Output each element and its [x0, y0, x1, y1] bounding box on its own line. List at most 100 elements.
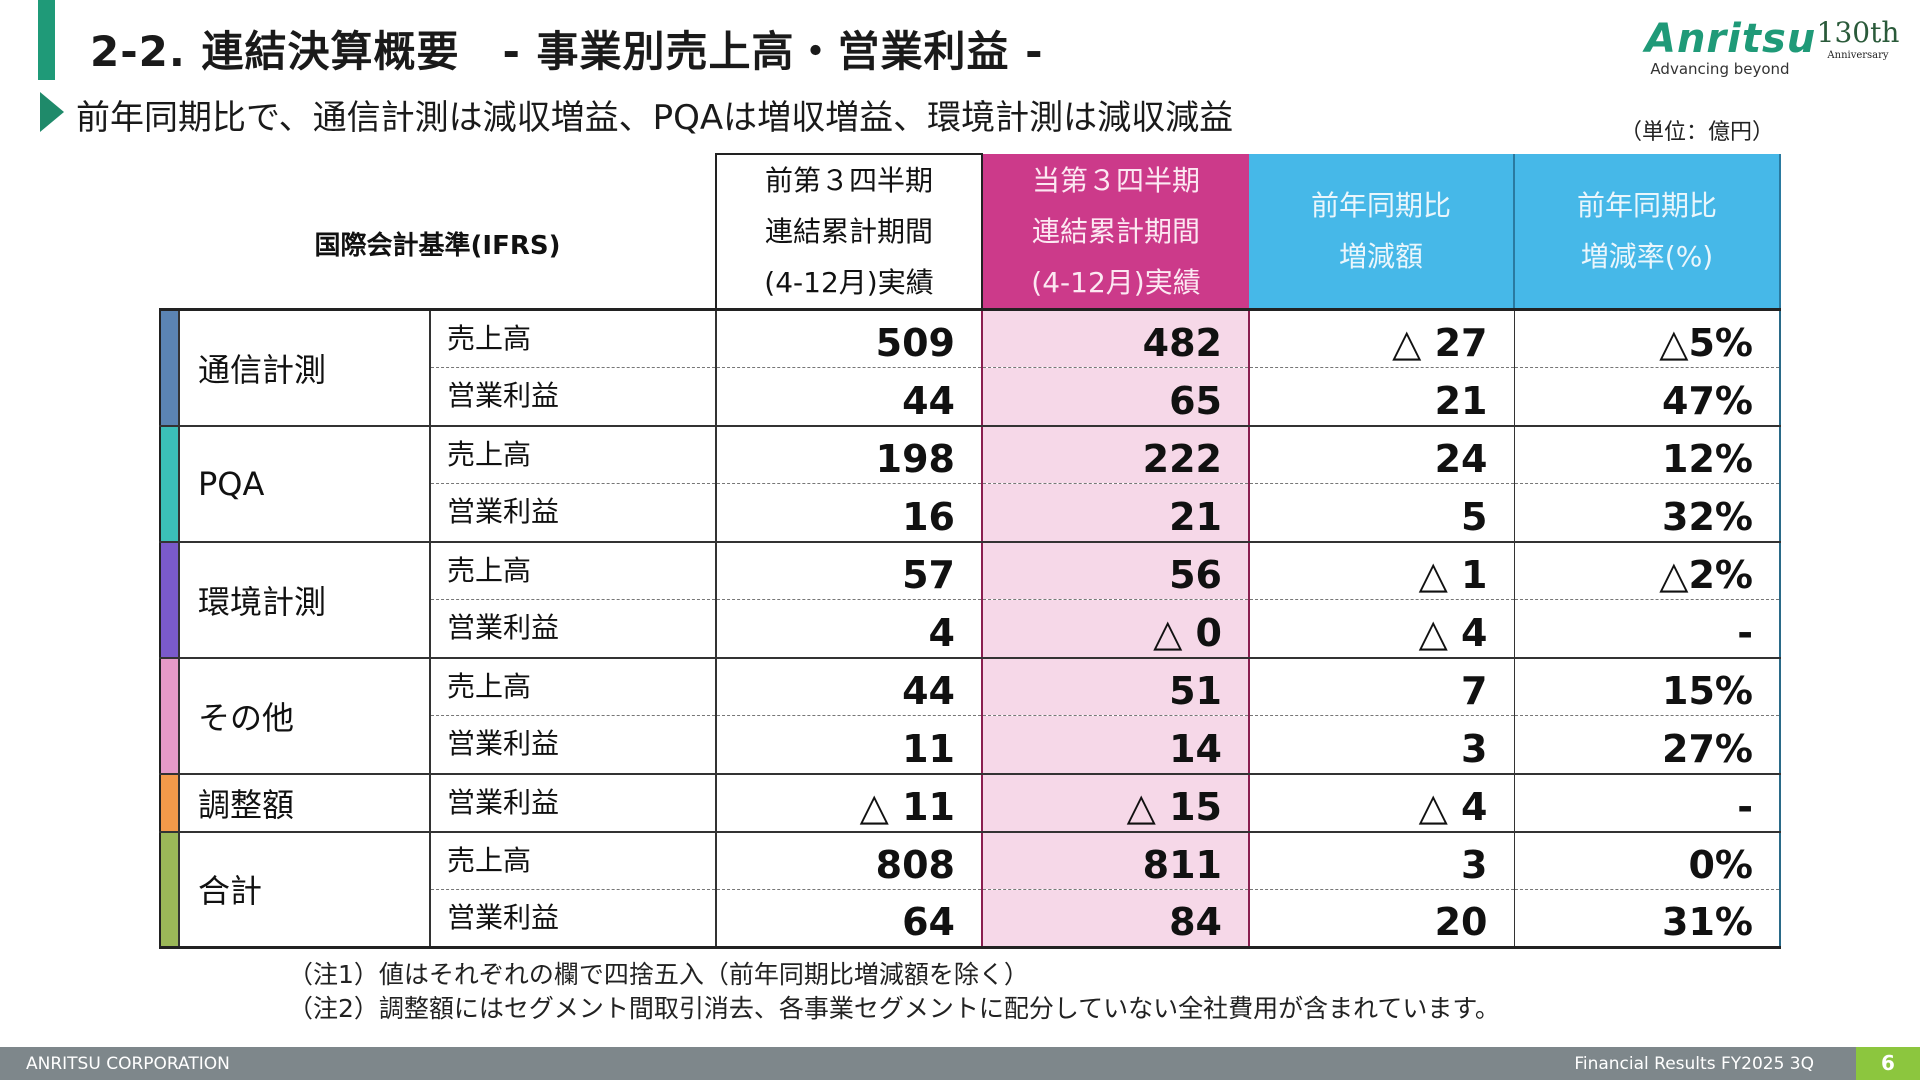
- segment-name: その他: [178, 657, 431, 775]
- cell-rate-value: △2%: [1514, 541, 1781, 600]
- col-header-rate: 前年同期比増減率(%): [1514, 154, 1781, 311]
- cell-rate-value: △5%: [1514, 309, 1781, 368]
- table-row: 合計 売上高 808 811 3 0%: [159, 831, 1781, 949]
- cell-current-value: 56: [981, 541, 1250, 600]
- segment-name: 合計: [178, 831, 431, 949]
- col-header-line: (4-12月)実績: [1031, 265, 1201, 299]
- cell-diff-value: △ 4: [1249, 773, 1515, 833]
- cell-diff-value: 5: [1249, 483, 1515, 543]
- table-row: その他 売上高 44 51 7 15%: [159, 657, 1781, 775]
- col-header-line: 当第３四半期: [1031, 163, 1200, 197]
- cell-rate-value: 15%: [1514, 657, 1781, 716]
- table-row: 営業利益 4 △ 0 △ 4-: [160, 599, 1781, 659]
- col-header-line: 増減率(%): [1580, 240, 1714, 273]
- cell-current-value: 65: [981, 367, 1250, 427]
- row-item-label: 売上高: [430, 309, 717, 368]
- note-2: （注2）調整額にはセグメント間取引消去、各事業セグメントに配分していない全社費用…: [288, 994, 1500, 1023]
- table-row: 通信計測 売上高 509 482 △ 27 △5%: [159, 309, 1781, 427]
- table-body: 通信計測 売上高 509 482 △ 27 △5% 営業利益 44 65 21 47% PQA 売上高 1…: [159, 309, 1781, 949]
- title-accent-bar: [38, 0, 55, 80]
- row-item-label: 売上高: [430, 657, 717, 716]
- table-row: 営業利益 44 65 21 47%: [160, 367, 1781, 427]
- cell-current-value: 14: [981, 715, 1250, 775]
- cell-current-value: 51: [981, 657, 1250, 716]
- row-item-label: 営業利益: [430, 483, 717, 543]
- cell-rate-value: 31%: [1514, 889, 1781, 949]
- cell-diff-value: 3: [1249, 831, 1515, 890]
- cell-diff-value: 21: [1249, 367, 1515, 427]
- cell-diff-value: △ 4: [1249, 599, 1515, 659]
- row-item-label: 営業利益: [430, 773, 717, 833]
- row-item-label: 営業利益: [430, 889, 717, 949]
- table-row: 営業利益 11 14 3 27%: [160, 715, 1781, 775]
- row-item-label: 営業利益: [430, 599, 717, 659]
- cell-rate-value: 27%: [1514, 715, 1781, 775]
- row-item-label: 売上高: [430, 831, 717, 890]
- col-header-prev: 前第３四半期 連結累計期間 (4-12月)実績: [715, 153, 983, 311]
- cell-current-value: 222: [981, 425, 1250, 484]
- cell-rate-value: 32%: [1514, 483, 1781, 543]
- col-header-line: 前第３四半期: [764, 164, 933, 197]
- col-header-line: 連結累計期間: [1031, 214, 1200, 248]
- col-header-line: 前年同期比: [1576, 189, 1717, 222]
- note-1: （注1）値はそれぞれの欄で四捨五入（前年同期比増減額を除く）: [288, 960, 1029, 989]
- page-subtitle: 前年同期比で、通信計測は減収増益、PQAは増収増益、環境計測は減収減益: [76, 98, 1234, 138]
- cell-current-value: 84: [981, 889, 1250, 949]
- col-header-line: (4-12月)実績: [764, 266, 934, 299]
- segment-name: 通信計測: [178, 309, 431, 427]
- cell-prev-value: 198: [716, 425, 983, 484]
- cell-diff-value: 7: [1249, 657, 1515, 716]
- segment-color-stripe: [159, 831, 179, 949]
- table-row: 環境計測 売上高 57 56 △ 1 △2%: [159, 541, 1781, 659]
- row-item-label: 売上高: [430, 425, 717, 484]
- logo-tagline: Advancing beyond: [1650, 60, 1790, 78]
- cell-current-value: △ 0: [981, 599, 1250, 659]
- cell-prev-value: △ 11: [716, 773, 983, 833]
- cell-rate-value: 12%: [1514, 425, 1781, 484]
- ifrs-label: 国際会計基準(IFRS): [160, 154, 716, 311]
- cell-rate-value: -: [1514, 599, 1781, 659]
- segment-color-stripe: [159, 541, 179, 659]
- segment-name: PQA: [178, 425, 431, 543]
- anritsu-logo: Anritsu Advancing beyond: [1645, 18, 1815, 78]
- cell-diff-value: 20: [1249, 889, 1515, 949]
- bullet-arrow-icon: [40, 92, 64, 132]
- col-header-line: 連結累計期間: [764, 215, 933, 248]
- table-row: 調整額 営業利益 △ 11 △ 15 △ 4-: [159, 773, 1781, 833]
- cell-prev-value: 808: [716, 831, 983, 890]
- cell-diff-value: △ 1: [1249, 541, 1515, 600]
- segment-color-stripe: [159, 773, 179, 833]
- cell-prev-value: 64: [716, 889, 983, 949]
- segment-color-stripe: [159, 425, 179, 543]
- cell-rate-value: 0%: [1514, 831, 1781, 890]
- col-header-line: 前年同期比: [1310, 189, 1451, 222]
- cell-prev-value: 11: [716, 715, 983, 775]
- cell-rate-value: -: [1514, 773, 1781, 833]
- col-header-line: 増減額: [1338, 240, 1423, 273]
- row-item-label: 売上高: [430, 541, 717, 600]
- page-title: 2-2. 連結決算概要 - 事業別売上高・営業利益 -: [90, 27, 1044, 76]
- cell-current-value: 21: [981, 483, 1250, 543]
- table-row: 営業利益 16 21 5 32%: [160, 483, 1781, 543]
- segment-color-stripe: [159, 657, 179, 775]
- segment-name: 調整額: [178, 773, 431, 833]
- footer-bar: ANRITSU CORPORATION Financial Results FY…: [0, 1047, 1920, 1080]
- cell-current-value: 482: [981, 309, 1250, 368]
- row-item-label: 営業利益: [430, 367, 717, 427]
- segment-results-table: 国際会計基準(IFRS) 前第３四半期 連結累計期間 (4-12月)実績 当第３四半…: [159, 153, 1781, 949]
- footer-company: ANRITSU CORPORATION: [26, 1054, 230, 1074]
- cell-diff-value: △ 27: [1249, 309, 1515, 368]
- cell-rate-value: 47%: [1514, 367, 1781, 427]
- col-header-diff: 前年同期比 増減額: [1249, 154, 1515, 311]
- footer-doc-title: Financial Results FY2025 3Q: [1574, 1054, 1814, 1074]
- cell-current-value: 811: [981, 831, 1250, 890]
- cell-prev-value: 4: [716, 599, 983, 659]
- col-header-current: 当第３四半期 連結累計期間 (4-12月)実績: [982, 154, 1249, 311]
- cell-prev-value: 57: [716, 541, 983, 600]
- table-row: PQA 売上高 198 222 24 12%: [159, 425, 1781, 543]
- unit-label: （単位：億円）: [1620, 120, 1775, 145]
- segment-name: 環境計測: [178, 541, 431, 659]
- table-row: 営業利益 64 84 20 31%: [160, 889, 1781, 949]
- cell-prev-value: 509: [716, 309, 983, 368]
- cell-diff-value: 3: [1249, 715, 1515, 775]
